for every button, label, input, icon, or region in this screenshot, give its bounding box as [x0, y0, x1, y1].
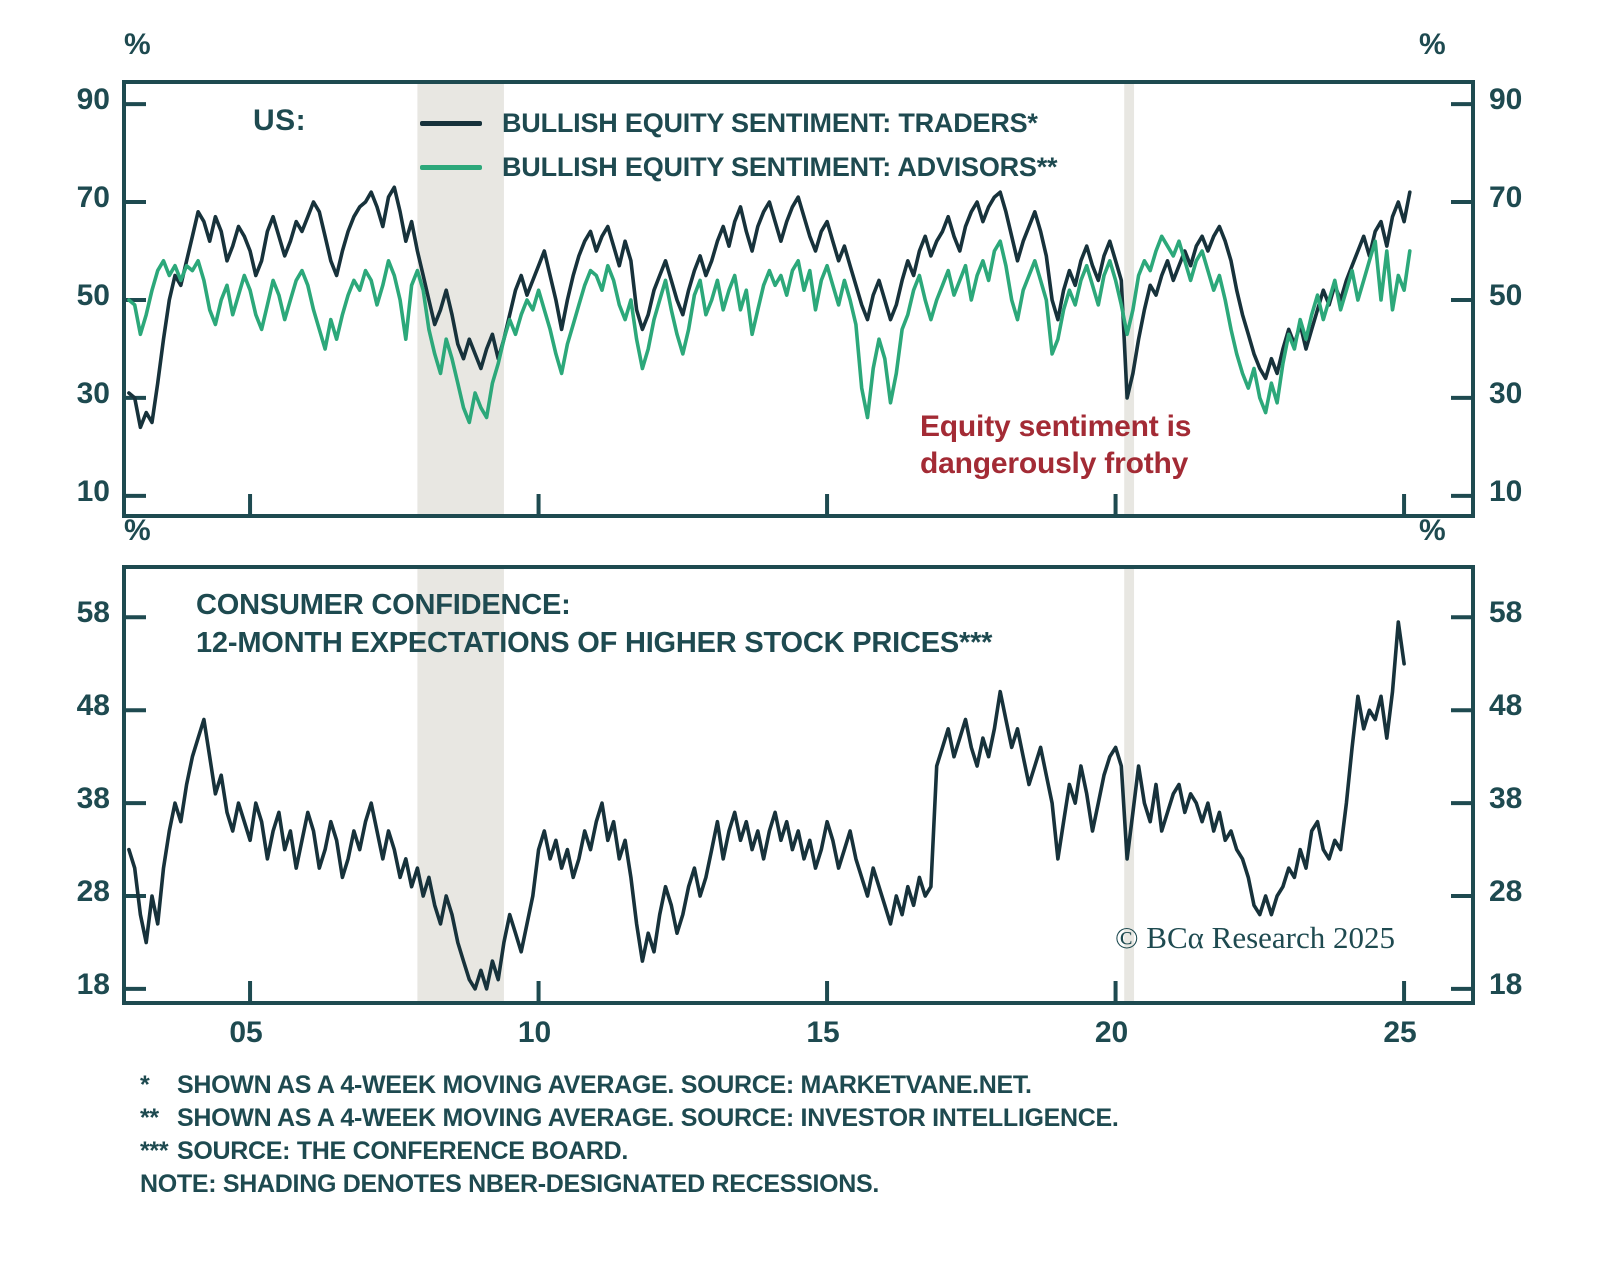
footnote-text: SHOWN AS A 4-WEEK MOVING AVERAGE. SOURCE…: [177, 1104, 1119, 1132]
footnote-row: *** SOURCE: THE CONFERENCE BOARD.: [140, 1137, 1119, 1170]
y-axis-label-right: 48: [1489, 689, 1523, 723]
traders-line-swatch: [420, 120, 482, 126]
frothy-annotation: Equity sentiment is dangerously frothy: [920, 408, 1191, 482]
frothy-annotation-line1: Equity sentiment is: [920, 410, 1192, 443]
y-axis-label-right: 28: [1489, 875, 1523, 909]
y-axis-label-left: 30: [76, 376, 110, 410]
bottom-panel-title-line2: 12-MONTH EXPECTATIONS OF HIGHER STOCK PR…: [196, 627, 993, 659]
bottom-panel-title-line1: CONSUMER CONFIDENCE:: [196, 589, 571, 621]
x-axis-label: 25: [1383, 1016, 1417, 1049]
y-axis-label-right: 10: [1489, 474, 1523, 508]
percent-label-mid-left: %: [124, 514, 151, 547]
y-axis-label-right: 50: [1489, 278, 1523, 312]
footnote-text: NOTE: SHADING DENOTES NBER-DESIGNATED RE…: [140, 1170, 880, 1198]
y-axis-label-left: 10: [76, 474, 110, 508]
recession-shading: [1124, 84, 1135, 514]
bottom-panel-title: CONSUMER CONFIDENCE: 12-MONTH EXPECTATIO…: [196, 586, 992, 662]
x-axis-label: 20: [1094, 1016, 1129, 1049]
legend-label-traders: BULLISH EQUITY SENTIMENT: TRADERS*: [502, 107, 1038, 138]
y-axis-label-right: 30: [1489, 376, 1523, 410]
y-axis-label-left: 58: [76, 596, 110, 630]
top-panel-plot: [122, 80, 1475, 518]
recession-shading: [417, 569, 504, 1001]
footnote-row: NOTE: SHADING DENOTES NBER-DESIGNATED RE…: [140, 1170, 1119, 1203]
percent-label-mid-right: %: [1419, 514, 1446, 547]
legend-label-advisors: BULLISH EQUITY SENTIMENT: ADVISORS**: [502, 151, 1058, 182]
x-axis-label: 05: [229, 1016, 263, 1049]
recession-shading: [1124, 569, 1135, 1001]
percent-label-top-right: %: [1419, 28, 1446, 61]
y-axis-label-right: 70: [1489, 181, 1523, 215]
footnotes: * SHOWN AS A 4-WEEK MOVING AVERAGE. SOUR…: [140, 1071, 1119, 1203]
y-axis-label-left: 70: [76, 181, 110, 215]
footnote-text: SHOWN AS A 4-WEEK MOVING AVERAGE. SOURCE…: [177, 1071, 1032, 1099]
y-axis-label-left: 90: [76, 83, 110, 117]
advisors-line-swatch: [420, 164, 482, 170]
copyright-text: © BCα Research 2025: [1115, 920, 1395, 955]
legend-item-advisors: BULLISH EQUITY SENTIMENT: ADVISORS**: [420, 148, 1058, 186]
y-axis-label-right: 18: [1489, 967, 1523, 1001]
footnote-text: SOURCE: THE CONFERENCE BOARD.: [177, 1137, 629, 1165]
footnote-marker: *: [140, 1071, 150, 1099]
footnote-row: ** SHOWN AS A 4-WEEK MOVING AVERAGE. SOU…: [140, 1104, 1119, 1137]
series-line: [127, 234, 1412, 425]
recession-shading: [417, 84, 504, 514]
series-line: [127, 185, 1412, 430]
x-axis-label: 15: [806, 1016, 840, 1049]
legend: BULLISH EQUITY SENTIMENT: TRADERS* BULLI…: [420, 104, 1058, 192]
x-axis-label: 10: [517, 1016, 552, 1049]
region-label: US:: [253, 104, 307, 137]
footnote-marker: **: [140, 1104, 159, 1132]
y-axis-label-left: 28: [76, 875, 110, 909]
bottom-panel-plot: [122, 565, 1475, 1005]
y-axis-label-left: 38: [76, 782, 110, 816]
y-axis-label-right: 38: [1489, 782, 1523, 816]
percent-label-top-left: %: [124, 28, 151, 61]
footnote-marker: ***: [140, 1137, 169, 1165]
frothy-annotation-line2: dangerously frothy: [920, 447, 1189, 480]
y-axis-label-left: 50: [76, 278, 110, 312]
y-axis-label-right: 58: [1489, 596, 1523, 630]
series-line: [127, 620, 1406, 991]
y-axis-label-left: 18: [76, 967, 110, 1001]
footnote-row: * SHOWN AS A 4-WEEK MOVING AVERAGE. SOUR…: [140, 1071, 1119, 1104]
y-axis-label-left: 48: [76, 689, 110, 723]
y-axis-label-right: 90: [1489, 83, 1523, 117]
legend-item-traders: BULLISH EQUITY SENTIMENT: TRADERS*: [420, 104, 1057, 142]
